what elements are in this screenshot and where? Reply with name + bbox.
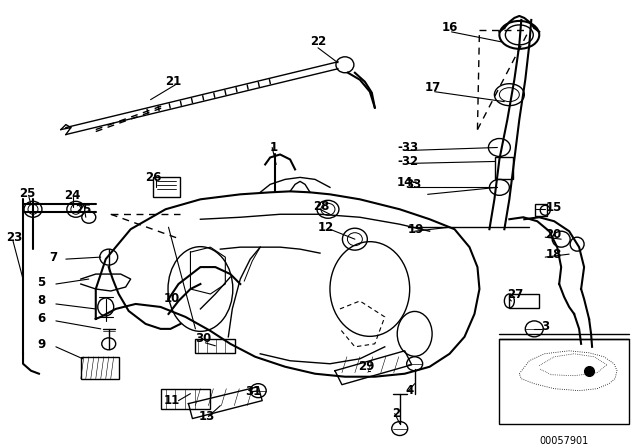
- Bar: [161, 389, 211, 409]
- Text: 18: 18: [545, 248, 562, 261]
- Text: 16: 16: [442, 22, 458, 34]
- Text: 2: 2: [392, 407, 400, 420]
- Bar: [509, 294, 540, 308]
- Text: 21: 21: [166, 75, 182, 88]
- Text: 28: 28: [313, 200, 330, 213]
- Bar: [535, 204, 547, 216]
- Text: 13: 13: [198, 410, 214, 423]
- Text: 26: 26: [145, 171, 162, 184]
- Text: 9: 9: [37, 338, 45, 351]
- Text: 25: 25: [75, 203, 92, 216]
- Text: 30: 30: [195, 332, 212, 345]
- Text: 7: 7: [49, 250, 57, 263]
- Text: 14-: 14-: [397, 176, 418, 189]
- Text: 29: 29: [358, 360, 374, 373]
- Bar: [152, 177, 180, 197]
- Text: 10: 10: [164, 293, 180, 306]
- Text: 11: 11: [164, 394, 180, 407]
- Text: -32: -32: [397, 155, 419, 168]
- Text: 6: 6: [37, 312, 45, 325]
- Text: 8: 8: [37, 294, 45, 307]
- Text: 4: 4: [406, 384, 414, 397]
- Text: 19: 19: [408, 223, 424, 236]
- Text: 1: 1: [270, 141, 278, 154]
- Text: 12: 12: [318, 221, 334, 234]
- Text: 33: 33: [404, 178, 421, 191]
- Text: 3: 3: [541, 320, 549, 333]
- Text: 5: 5: [37, 276, 45, 289]
- Text: 00057901: 00057901: [540, 435, 589, 445]
- Text: 23: 23: [6, 231, 22, 244]
- Text: 24: 24: [64, 189, 80, 202]
- Bar: [495, 157, 513, 179]
- Text: 22: 22: [310, 35, 326, 48]
- Text: 20: 20: [545, 228, 561, 241]
- Bar: [499, 339, 629, 423]
- Bar: [195, 339, 236, 353]
- Bar: [81, 357, 118, 379]
- Text: 25: 25: [19, 187, 35, 200]
- Text: -33: -33: [397, 141, 419, 154]
- Text: 31: 31: [245, 385, 262, 398]
- Text: 27: 27: [508, 289, 524, 302]
- Text: 17: 17: [425, 81, 441, 94]
- Text: 15: 15: [545, 201, 562, 214]
